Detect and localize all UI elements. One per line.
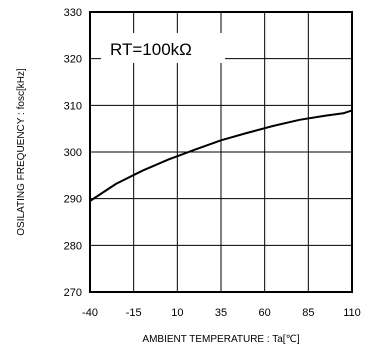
- y-tick-label: 270: [64, 287, 82, 299]
- y-axis-ticks: 270 280 290 300 310 320 330: [64, 7, 82, 299]
- x-tick-label: 110: [343, 307, 361, 319]
- annotation-layer: RT=100kΩ: [101, 33, 225, 63]
- x-tick-label: -15: [126, 307, 142, 319]
- y-tick-label: 330: [64, 7, 82, 19]
- x-tick-label: 60: [259, 307, 271, 319]
- x-tick-label: 85: [302, 307, 314, 319]
- annotation-background: [101, 33, 225, 63]
- plot-border: [89, 11, 353, 293]
- y-tick-label: 320: [64, 54, 82, 66]
- x-tick-label: -40: [82, 307, 98, 319]
- rt-annotation: RT=100kΩ: [110, 40, 192, 59]
- series-layer: [89, 109, 353, 202]
- series-line-0: [89, 109, 353, 202]
- y-axis-title: OSILATING FREQUENCY : fosc[kHz]: [16, 68, 27, 236]
- x-tick-label: 10: [171, 307, 183, 319]
- plot-frame: [89, 11, 353, 293]
- y-tick-label: 310: [64, 100, 82, 112]
- x-tick-label: 35: [215, 307, 227, 319]
- x-axis-ticks: -40 -15 10 35 60 85 110: [82, 307, 361, 319]
- y-tick-label: 280: [64, 240, 82, 252]
- y-tick-label: 290: [64, 194, 82, 206]
- x-axis-title: AMBIENT TEMPERATURE : Ta[℃]: [142, 334, 299, 345]
- y-tick-label: 300: [64, 147, 82, 159]
